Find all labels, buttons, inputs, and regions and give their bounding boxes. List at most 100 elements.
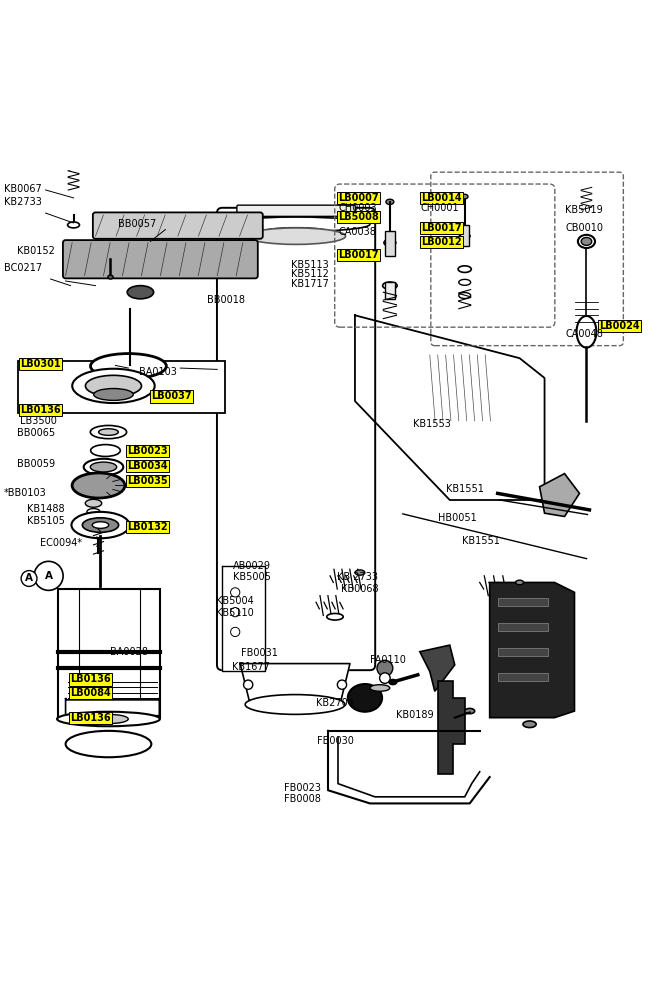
Text: BA0028: BA0028 — [110, 647, 147, 657]
Bar — [498, 673, 547, 681]
Text: KB1553: KB1553 — [413, 419, 451, 429]
Text: LB3500: LB3500 — [20, 416, 58, 426]
Text: KB0068: KB0068 — [341, 584, 379, 594]
Text: FB0030: FB0030 — [317, 736, 354, 746]
Bar — [385, 231, 395, 256]
Polygon shape — [490, 582, 574, 718]
Ellipse shape — [459, 293, 471, 298]
Text: BB0059: BB0059 — [17, 459, 56, 469]
Bar — [58, 589, 161, 718]
Text: LB0136: LB0136 — [20, 405, 61, 415]
Text: LB0017: LB0017 — [421, 223, 461, 233]
Polygon shape — [240, 664, 350, 704]
Text: KB1551: KB1551 — [446, 484, 484, 494]
Text: KB1677: KB1677 — [231, 662, 270, 672]
Text: CA0038: CA0038 — [338, 227, 376, 237]
Bar — [460, 225, 469, 246]
Ellipse shape — [327, 613, 343, 620]
Bar — [385, 282, 395, 299]
Text: KB5113: KB5113 — [291, 260, 329, 270]
Text: KB1551: KB1551 — [463, 536, 500, 546]
Text: LB0136: LB0136 — [70, 713, 110, 723]
Circle shape — [231, 588, 240, 597]
Text: LB0023: LB0023 — [128, 446, 168, 456]
Ellipse shape — [370, 685, 390, 691]
Text: LB0136: LB0136 — [70, 674, 110, 684]
Ellipse shape — [94, 389, 134, 400]
Ellipse shape — [348, 684, 382, 712]
Ellipse shape — [576, 316, 596, 348]
Bar — [498, 598, 547, 606]
Ellipse shape — [93, 522, 108, 528]
Circle shape — [379, 673, 390, 683]
Text: CH0003: CH0003 — [338, 203, 377, 213]
Text: LB0034: LB0034 — [128, 461, 168, 471]
Text: LB0084: LB0084 — [70, 688, 110, 698]
Text: BB0018: BB0018 — [207, 295, 245, 305]
Text: FB0031: FB0031 — [241, 648, 278, 658]
Ellipse shape — [384, 239, 396, 246]
Text: BC0217: BC0217 — [4, 263, 42, 273]
Ellipse shape — [108, 275, 113, 279]
Ellipse shape — [89, 714, 128, 724]
Text: CB0010: CB0010 — [565, 223, 603, 233]
Polygon shape — [438, 681, 465, 774]
Text: KB1717: KB1717 — [291, 279, 329, 289]
Circle shape — [243, 680, 253, 689]
Text: CA0048: CA0048 — [565, 329, 603, 339]
Ellipse shape — [458, 266, 471, 272]
Ellipse shape — [355, 570, 365, 575]
Text: LB0012: LB0012 — [421, 237, 461, 247]
Ellipse shape — [245, 695, 345, 714]
Ellipse shape — [459, 279, 471, 285]
Text: LB5008: LB5008 — [338, 212, 379, 222]
Ellipse shape — [87, 509, 100, 515]
Text: KB1488: KB1488 — [27, 504, 65, 514]
Circle shape — [377, 660, 393, 676]
Ellipse shape — [581, 237, 592, 245]
Text: LB0037: LB0037 — [151, 391, 192, 401]
Text: LB0007: LB0007 — [338, 193, 379, 203]
Ellipse shape — [85, 499, 102, 507]
Ellipse shape — [91, 445, 120, 456]
Ellipse shape — [578, 235, 595, 248]
Ellipse shape — [523, 721, 536, 728]
Polygon shape — [222, 566, 265, 671]
Ellipse shape — [65, 731, 151, 757]
Text: KB5112: KB5112 — [291, 269, 329, 279]
Ellipse shape — [465, 708, 475, 714]
Text: AB0029: AB0029 — [233, 561, 271, 571]
Text: LB0301: LB0301 — [20, 359, 61, 369]
FancyBboxPatch shape — [93, 212, 263, 239]
Ellipse shape — [84, 459, 123, 475]
Bar — [18, 361, 225, 413]
Text: LB0024: LB0024 — [600, 321, 641, 331]
Ellipse shape — [459, 233, 470, 239]
Text: KB2733: KB2733 — [4, 197, 42, 207]
Text: KB5019: KB5019 — [565, 205, 603, 215]
Text: A: A — [25, 573, 33, 583]
Ellipse shape — [222, 217, 370, 232]
Text: KB0189: KB0189 — [397, 710, 434, 720]
Ellipse shape — [389, 679, 397, 685]
Text: CH0001: CH0001 — [421, 203, 459, 213]
Circle shape — [231, 608, 240, 617]
Ellipse shape — [57, 712, 160, 726]
Ellipse shape — [461, 194, 468, 199]
Text: A: A — [44, 571, 53, 581]
Text: KB5004: KB5004 — [216, 596, 254, 606]
FancyBboxPatch shape — [217, 208, 375, 670]
Polygon shape — [539, 474, 580, 516]
Ellipse shape — [91, 462, 117, 472]
Ellipse shape — [386, 199, 394, 204]
Text: LB0132: LB0132 — [128, 522, 168, 532]
Text: BB0057: BB0057 — [118, 219, 157, 229]
Circle shape — [231, 627, 240, 637]
Text: FA0110: FA0110 — [370, 655, 406, 665]
Text: KB5110: KB5110 — [216, 608, 254, 618]
Text: KB 2733: KB 2733 — [337, 572, 378, 582]
Ellipse shape — [85, 375, 141, 396]
Text: *BB0103: *BB0103 — [4, 488, 47, 498]
Circle shape — [34, 561, 63, 590]
Text: BB0065: BB0065 — [17, 428, 56, 438]
